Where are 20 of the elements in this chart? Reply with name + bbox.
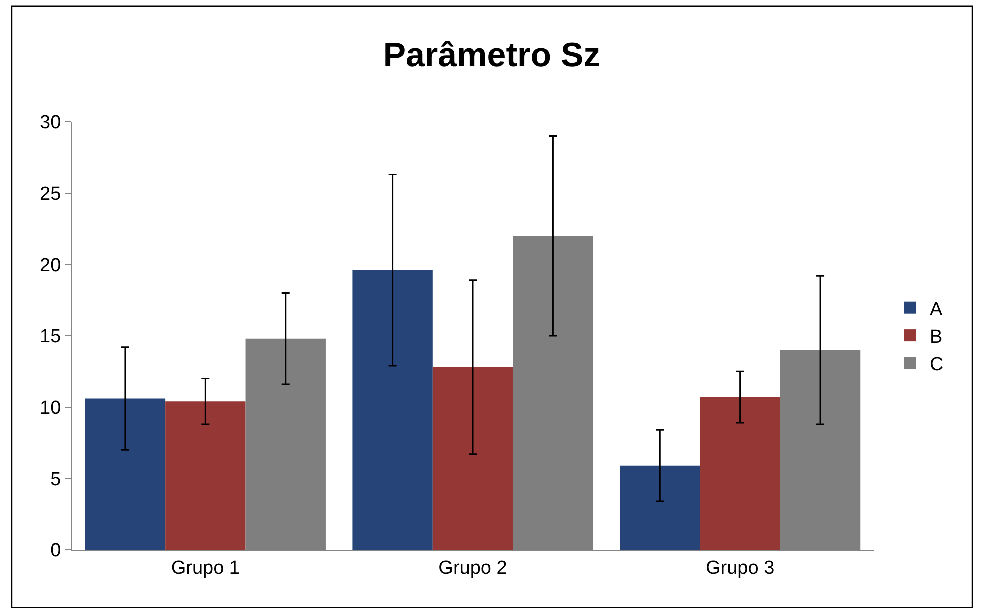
y-tick-label: 15 — [40, 326, 62, 348]
bar — [166, 402, 246, 550]
legend-label: B — [930, 326, 943, 348]
y-tick-label: 25 — [40, 184, 62, 205]
y-tick-label: 30 — [40, 112, 62, 134]
x-tick-label: Grupo 2 — [438, 558, 508, 579]
bar — [432, 367, 514, 550]
x-tick-label: Grupo 3 — [706, 558, 775, 579]
bar — [700, 397, 780, 550]
legend-label: C — [930, 354, 944, 376]
x-tick-label: Grupo 1 — [171, 558, 240, 579]
y-tick-label: 20 — [40, 255, 62, 276]
chart-title: Parâmetro Sz — [383, 36, 601, 74]
bar — [352, 270, 433, 550]
y-tick-label: 5 — [50, 469, 62, 490]
y-tick-label: 10 — [40, 398, 62, 419]
bar — [85, 398, 166, 550]
legend-label: A — [930, 299, 944, 320]
y-tick-label: 0 — [50, 540, 62, 562]
bar — [620, 466, 700, 550]
